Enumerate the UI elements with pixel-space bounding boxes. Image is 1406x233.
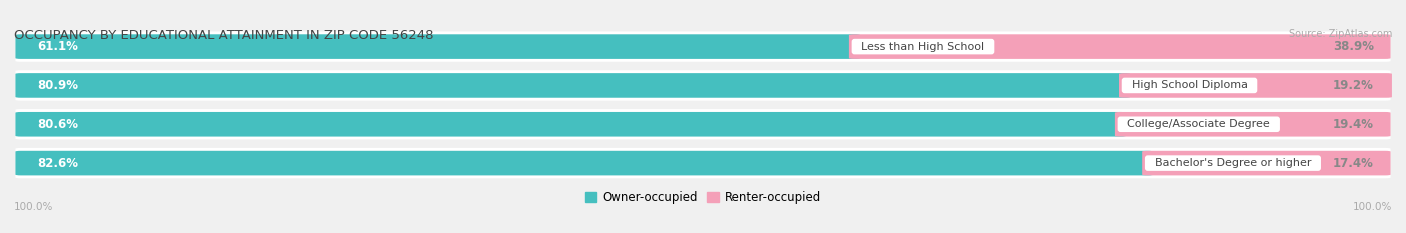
FancyBboxPatch shape [15, 112, 1126, 137]
FancyBboxPatch shape [1119, 73, 1392, 98]
FancyBboxPatch shape [15, 109, 1391, 140]
Text: 61.1%: 61.1% [38, 40, 79, 53]
Text: Bachelor's Degree or higher: Bachelor's Degree or higher [1147, 158, 1319, 168]
FancyBboxPatch shape [15, 70, 1391, 101]
FancyBboxPatch shape [849, 34, 1391, 59]
Text: Source: ZipAtlas.com: Source: ZipAtlas.com [1288, 29, 1392, 39]
FancyBboxPatch shape [15, 34, 860, 59]
FancyBboxPatch shape [15, 31, 1391, 62]
Text: 82.6%: 82.6% [38, 157, 79, 170]
FancyBboxPatch shape [15, 73, 1130, 98]
Text: 100.0%: 100.0% [14, 202, 53, 212]
Text: OCCUPANCY BY EDUCATIONAL ATTAINMENT IN ZIP CODE 56248: OCCUPANCY BY EDUCATIONAL ATTAINMENT IN Z… [14, 29, 433, 42]
Legend: Owner-occupied, Renter-occupied: Owner-occupied, Renter-occupied [579, 186, 827, 209]
Text: 19.2%: 19.2% [1333, 79, 1374, 92]
FancyBboxPatch shape [15, 148, 1391, 178]
FancyBboxPatch shape [1142, 151, 1391, 175]
FancyBboxPatch shape [15, 151, 1153, 175]
Text: College/Associate Degree: College/Associate Degree [1121, 119, 1277, 129]
Text: 100.0%: 100.0% [1353, 202, 1392, 212]
Text: 17.4%: 17.4% [1333, 157, 1374, 170]
Text: 80.6%: 80.6% [38, 118, 79, 131]
Text: High School Diploma: High School Diploma [1125, 80, 1254, 90]
FancyBboxPatch shape [1115, 112, 1391, 137]
Text: Less than High School: Less than High School [855, 42, 991, 51]
Text: 19.4%: 19.4% [1333, 118, 1374, 131]
Text: 80.9%: 80.9% [38, 79, 79, 92]
Text: 38.9%: 38.9% [1333, 40, 1374, 53]
